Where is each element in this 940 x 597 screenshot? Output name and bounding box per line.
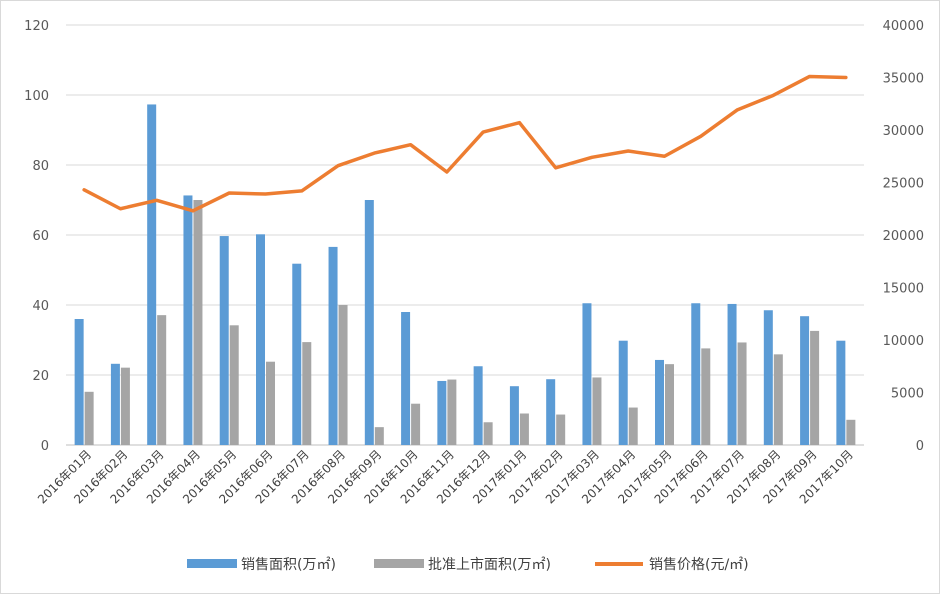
y-right-tick-label: 25000	[883, 177, 924, 192]
y-left-tick-label: 40	[32, 299, 49, 314]
bar-sales-area	[256, 234, 265, 445]
bar-approved-area	[157, 315, 167, 445]
legend-swatch	[187, 559, 237, 568]
bar-sales-area	[763, 310, 773, 445]
y-left-tick-label: 80	[32, 159, 49, 174]
y-left-tick-label: 20	[32, 369, 49, 384]
bar-approved-area	[84, 391, 94, 445]
bar-sales-area	[582, 303, 592, 445]
y-left-tick-label: 60	[32, 229, 49, 244]
bar-sales-area	[74, 319, 84, 445]
bar-sales-area	[655, 359, 664, 445]
bar-approved-area	[628, 407, 638, 445]
y-left-tick-label: 120	[24, 19, 49, 34]
y-right-tick-label: 20000	[883, 229, 924, 244]
legend-label: 批准上市面积(万㎡)	[428, 556, 551, 573]
legend-label: 销售价格(元/㎡)	[649, 557, 749, 573]
bar-approved-area	[266, 361, 275, 445]
bar-approved-area	[447, 379, 457, 445]
bar-sales-area	[618, 340, 628, 445]
y-right-tick-label: 35000	[883, 72, 924, 87]
bar-approved-area	[737, 342, 747, 445]
y-right-tick-label: 10000	[883, 334, 924, 349]
bar-sales-area	[183, 195, 193, 445]
bar-sales-area	[292, 263, 302, 445]
bar-approved-area	[338, 305, 348, 445]
line-series	[82, 74, 848, 213]
bar-sales-area	[328, 246, 338, 445]
bar-approved-area	[810, 330, 820, 445]
bar-approved-area	[665, 364, 674, 445]
bar-approved-area	[120, 367, 130, 445]
bar-sales-area	[691, 303, 701, 445]
legend-label: 销售面积(万㎡)	[241, 557, 336, 573]
bar-sales-area	[509, 386, 519, 445]
bar-approved-area	[773, 354, 783, 445]
y-right-tick-label: 30000	[883, 124, 924, 139]
bar-approved-area	[483, 422, 493, 445]
bar-approved-area	[374, 427, 384, 445]
bar-sales-area	[364, 200, 374, 445]
bar-approved-area	[193, 200, 203, 445]
bar-sales-area	[110, 363, 120, 445]
bar-approved-area	[519, 413, 529, 445]
bar-sales-area	[401, 312, 411, 445]
bar-sales-area	[473, 366, 483, 445]
bar-series	[74, 104, 856, 445]
y-right-tick-label: 5000	[891, 387, 924, 402]
line-sales-price	[82, 74, 848, 213]
y-left-tick-label: 100	[24, 89, 49, 104]
bar-approved-area	[592, 377, 602, 445]
bar-approved-area	[701, 348, 711, 445]
bar-sales-area	[219, 236, 229, 445]
bar-approved-area	[411, 403, 421, 445]
x-axis: 2016年01月2016年02月2016年03月2016年04月2016年05月…	[35, 447, 856, 506]
y-right-tick-label: 0	[916, 439, 924, 454]
left-axis: 0 20 40 60 80 100 120	[24, 19, 49, 454]
bar-sales-area	[147, 104, 157, 445]
bar-sales-area	[546, 379, 556, 445]
legend-swatch	[374, 559, 424, 568]
bar-sales-area	[727, 303, 737, 445]
bar-approved-area	[846, 419, 856, 445]
bar-sales-area	[800, 316, 810, 445]
bar-sales-area	[836, 340, 846, 445]
right-axis: 0 5000 10000 15000 20000 25000 30000 35000 40000	[883, 19, 924, 454]
y-right-tick-label: 15000	[883, 282, 924, 297]
bar-approved-area	[302, 342, 312, 445]
bar-sales-area	[437, 380, 447, 445]
bar-approved-area	[229, 325, 239, 445]
legend: 销售面积(万㎡) 批准上市面积(万㎡) 销售价格(元/㎡)	[187, 556, 749, 573]
y-left-tick-label: 0	[41, 439, 49, 454]
y-right-tick-label: 40000	[883, 19, 924, 34]
bar-approved-area	[556, 414, 566, 445]
